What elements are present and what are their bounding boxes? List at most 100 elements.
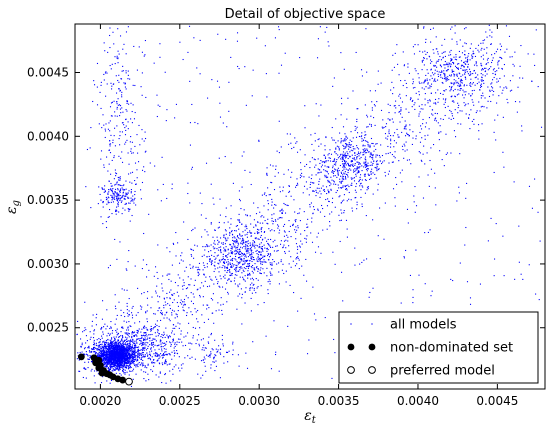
all-models-point [493,90,495,93]
all-models-point [233,244,235,246]
all-models-point [473,104,475,106]
all-models-point [113,356,115,359]
all-models-point [439,55,441,58]
all-models-point [203,254,205,256]
all-models-point [231,247,233,249]
all-models-point [109,143,111,145]
all-models-point [461,52,464,54]
all-models-point [220,297,222,299]
all-models-point [333,160,335,162]
all-models-point [462,45,464,47]
all-models-point [159,341,161,343]
all-models-point [341,212,343,214]
all-models-point [239,238,241,240]
all-models-point [242,243,244,245]
all-models-point [103,164,105,166]
all-models-point [173,324,175,326]
all-models-point [111,185,113,187]
all-models-point [480,49,482,51]
all-models-point [343,165,345,167]
all-models-point [235,249,237,252]
all-models-point [104,128,106,130]
all-models-point [100,216,102,218]
all-models-point [182,288,184,290]
all-models-point [262,255,264,257]
all-models-point [155,290,157,292]
all-models-point [470,73,472,75]
all-models-point [423,82,425,84]
all-models-point [465,27,467,29]
all-models-point [125,356,127,358]
all-models-point [332,170,334,172]
all-models-point [338,146,340,148]
all-models-point [206,245,208,248]
all-models-point [335,191,337,194]
all-models-point [141,94,143,96]
all-models-point [219,377,221,379]
all-models-point [392,54,394,56]
all-models-point [271,182,273,184]
all-models-point [305,258,307,260]
all-models-point [83,348,86,350]
all-models-point [184,304,186,306]
all-models-point [304,154,306,156]
all-models-point [234,230,236,232]
all-models-point [481,69,483,71]
all-models-point [96,62,99,65]
all-models-point [121,122,124,124]
all-models-point [119,199,121,202]
all-models-point [296,263,298,265]
all-models-point [95,324,97,326]
all-models-point [126,355,128,357]
all-models-point [176,341,178,343]
all-models-point [129,361,131,363]
all-models-point [191,230,193,232]
all-models-point [84,354,86,356]
all-models-point [257,207,259,209]
all-models-point [283,240,286,242]
all-models-point [443,51,445,53]
all-models-point [308,176,310,178]
all-models-point [121,70,123,72]
all-models-point [372,156,374,158]
all-models-point [450,59,453,61]
all-models-point [87,358,89,360]
all-models-point [83,367,85,369]
all-models-point [121,327,123,329]
all-models-point [116,348,118,350]
all-models-point [470,94,472,97]
all-models-point [106,358,108,360]
all-models-point [128,353,130,355]
all-models-point [361,170,363,172]
all-models-point [117,176,119,179]
all-models-point [268,253,270,255]
all-models-point [260,234,262,237]
all-models-point [131,333,133,335]
all-models-point [218,285,220,287]
all-models-point [150,369,152,371]
all-models-point [351,178,353,180]
all-models-point [90,350,92,353]
all-models-point [110,344,112,346]
all-models-point [140,334,143,336]
all-models-point [413,104,415,106]
all-models-point [131,122,133,124]
all-models-point [474,72,477,74]
all-models-point [232,239,234,241]
all-models-point [473,53,475,55]
all-models-point [476,65,478,67]
all-models-point [258,229,260,231]
all-models-point [453,79,455,81]
all-models-point [348,148,350,150]
all-models-point [444,101,446,103]
all-models-point [372,142,374,145]
all-models-point [116,351,118,353]
all-models-point [112,361,114,363]
all-models-point [118,359,120,361]
all-models-point [471,93,473,95]
all-models-point [106,345,108,347]
all-models-point [178,262,181,264]
all-models-point [161,287,163,289]
all-models-point [149,340,151,342]
all-models-point [468,68,471,70]
